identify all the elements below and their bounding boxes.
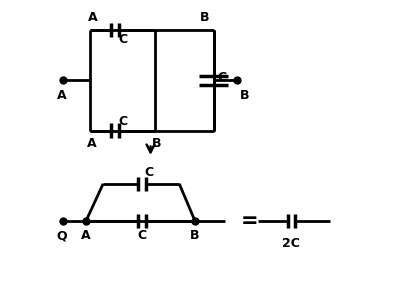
Text: C: C [145, 166, 154, 180]
Text: A: A [87, 137, 96, 150]
Text: C: C [138, 229, 147, 242]
Text: B: B [190, 229, 200, 242]
Text: A: A [57, 89, 66, 102]
Text: B: B [152, 137, 161, 150]
Text: B: B [240, 89, 249, 102]
Text: =: = [241, 211, 259, 231]
Text: C: C [217, 71, 227, 84]
Text: B: B [200, 11, 210, 24]
Text: 2C: 2C [282, 237, 300, 250]
Text: A: A [88, 11, 97, 24]
Text: C: C [118, 33, 127, 46]
Text: Q: Q [56, 229, 67, 242]
Text: C: C [118, 115, 127, 128]
Text: A: A [81, 229, 91, 242]
